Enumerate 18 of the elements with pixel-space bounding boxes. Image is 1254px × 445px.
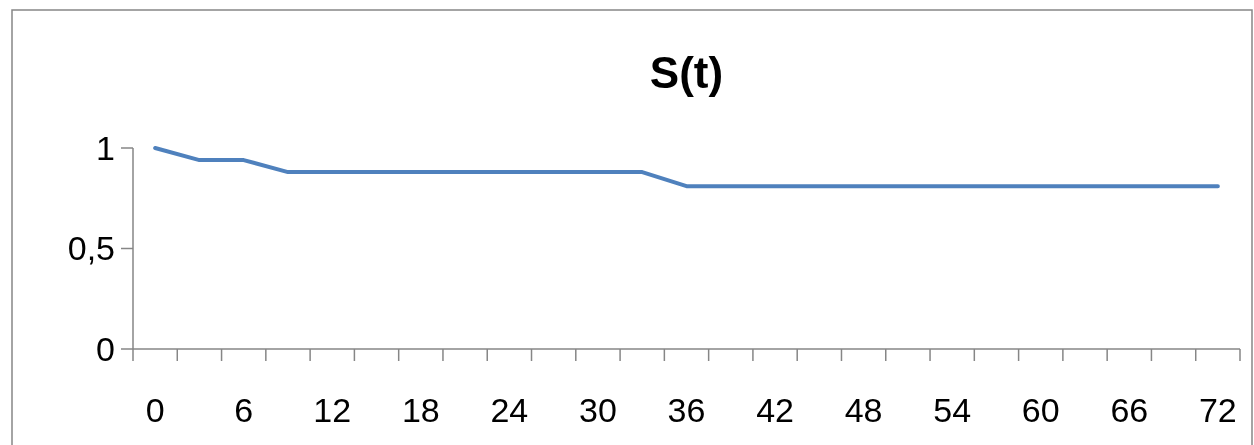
- x-tick-label: 60: [1021, 391, 1060, 429]
- x-tick-label: 30: [579, 391, 617, 429]
- x-tick-label: 72: [1198, 391, 1237, 429]
- x-tick-label: 18: [401, 391, 440, 429]
- y-tick-label: 1: [96, 128, 115, 167]
- x-tick-label: 12: [313, 391, 352, 429]
- chart-title: S(t): [649, 48, 724, 97]
- y-tick-label: 0: [96, 329, 115, 368]
- x-tick-label: 6: [234, 391, 254, 429]
- x-tick-label: 66: [1110, 391, 1149, 429]
- x-tick-label: 24: [490, 391, 529, 429]
- x-tick-label: 48: [844, 391, 883, 429]
- y-tick-label: 0,5: [67, 229, 115, 268]
- x-tick-label: 54: [933, 391, 972, 429]
- x-tick-label: 0: [145, 391, 165, 429]
- line-series: [153, 146, 1220, 189]
- x-tick-label: 36: [667, 391, 706, 429]
- x-tick-label: 42: [756, 391, 794, 429]
